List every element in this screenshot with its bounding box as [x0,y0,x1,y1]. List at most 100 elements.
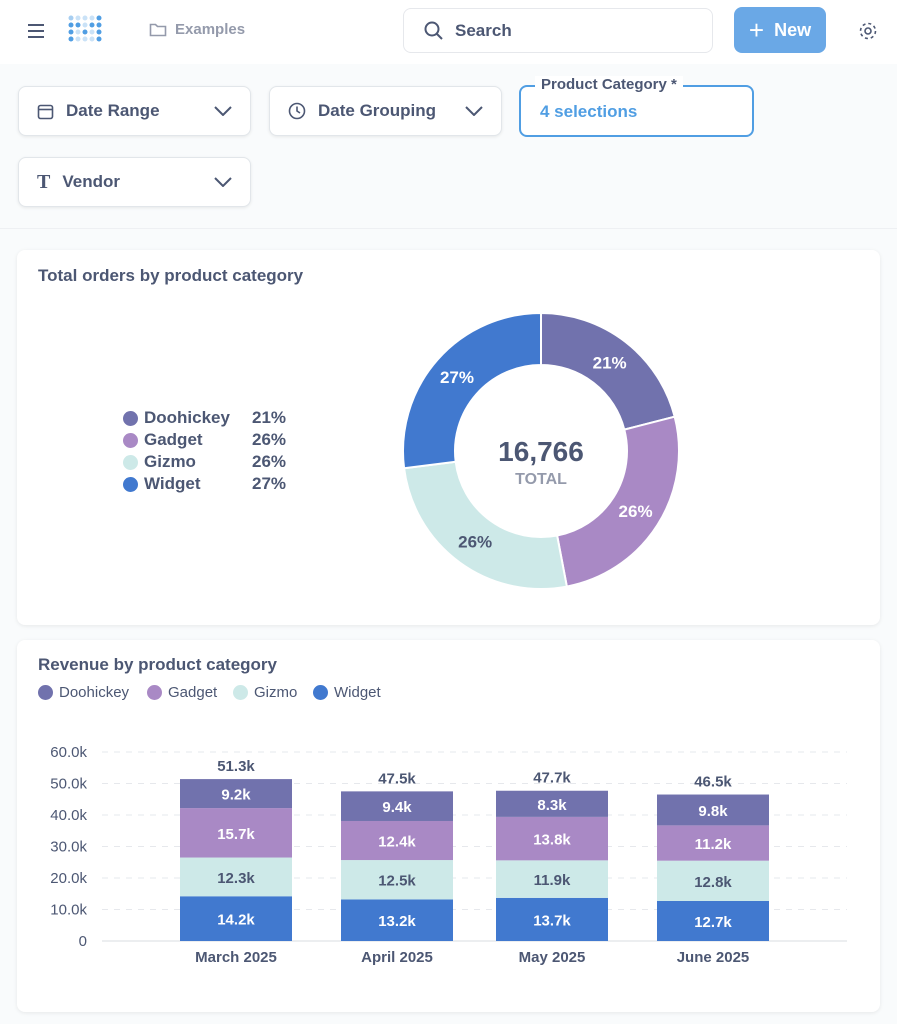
bar-value-label: 12.7k [694,914,732,931]
legend-dot [123,410,138,426]
bar-value-label: 15.7k [217,826,255,843]
bar-total-label: 47.5k [378,770,416,787]
bar-segment-widget[interactable] [180,896,292,941]
vendor-label: Vendor [62,172,120,191]
legend-item-gadget[interactable]: Gadget 26% [123,430,286,450]
bar-card: Revenue by product category Doohickey Gad… [17,640,880,1012]
folder-icon [149,23,167,37]
breadcrumb[interactable]: Examples [149,21,245,38]
legend-label: Gadget [144,430,203,449]
bar-segment-gizmo[interactable] [496,860,608,898]
donut-title[interactable]: Total orders by product category [38,266,304,285]
gear-icon[interactable] [858,21,878,41]
bar-segment-widget[interactable] [496,897,608,941]
new-button[interactable]: + New [734,7,826,53]
product-category-value: 4 selections [540,102,638,121]
date-grouping-filter[interactable]: Date Grouping [269,86,502,136]
legend-label: Widget [334,684,381,701]
legend-dot [313,685,328,700]
bar-segment-doohickey[interactable] [657,794,769,826]
bar-value-label: 13.7k [533,912,571,929]
logo-icon[interactable] [64,10,104,54]
search-button[interactable]: Search [403,8,713,53]
bar-segment-gadget[interactable] [657,825,769,861]
y-tick-label: 30.0k [50,839,87,856]
bar-value-label: 11.9k [534,872,571,889]
bar-value-label: 13.8k [533,832,571,849]
bar-segment-gizmo[interactable] [341,860,453,900]
donut-slice-label: 26% [458,533,492,552]
bar-value-label: 8.3k [537,797,567,814]
bar-value-label: 11.2k [695,836,732,853]
breadcrumb-examples: Examples [175,21,246,38]
legend-label: Doohickey [59,684,130,701]
donut-slice-gizmo[interactable] [402,460,569,590]
divider [0,228,897,229]
bar-segment-doohickey[interactable] [341,791,453,821]
date-range-filter[interactable]: Date Range [18,86,251,136]
bar-value-label: 14.2k [217,912,255,929]
legend-item-doohickey[interactable]: Doohickey 21% [123,408,286,428]
donut-total: 16,766 [498,436,584,467]
donut-slice-label: 27% [440,368,474,387]
chevron-down-icon [214,177,232,187]
bar-segment-widget[interactable] [657,900,769,941]
x-tick-label: April 2025 [361,949,433,966]
plus-icon: + [748,15,765,45]
bar-value-label: 9.2k [221,787,251,804]
donut-slice-widget[interactable] [402,311,542,470]
y-tick-label: 40.0k [50,807,87,824]
bar-value-label: 9.8k [698,803,728,820]
bar-segment-doohickey[interactable] [496,790,608,817]
donut-slice-label: 26% [619,502,653,521]
hamburger-menu-icon[interactable] [28,24,44,38]
legend-percent: 26% [252,430,287,449]
calendar-icon [37,104,54,119]
x-tick-label: March 2025 [195,949,277,966]
y-tick-label: 20.0k [50,870,87,887]
new-label: New [774,19,812,40]
vendor-filter[interactable]: T Vendor [18,157,251,207]
bar-segment-gadget[interactable] [496,816,608,861]
legend-item-widget[interactable]: Widget [313,684,381,701]
y-tick-label: 50.0k [50,776,87,793]
legend-percent: 27% [252,474,287,493]
bar-segment-gizmo[interactable] [657,860,769,901]
text-icon: T [37,170,51,193]
bar-value-label: 12.5k [378,873,416,890]
bar-total-label: 46.5k [694,774,732,791]
bar-segment-doohickey[interactable] [180,779,292,809]
legend-label: Gadget [168,684,218,701]
bar-segment-gizmo[interactable] [180,857,292,897]
donut-slice-gadget[interactable] [555,415,680,588]
bar-segment-widget[interactable] [341,899,453,941]
product-category-filter[interactable]: Product Category * 4 selections [519,76,754,137]
legend-label: Gizmo [254,684,298,701]
bar-title[interactable]: Revenue by product category [38,655,278,674]
search-label: Search [455,20,512,40]
top-nav: Examples Search + New [0,0,897,64]
legend-item-gizmo[interactable]: Gizmo 26% [123,452,286,472]
bar-value-label: 9.4k [382,799,412,816]
legend-item-widget[interactable]: Widget 27% [123,474,286,494]
bar-value-label: 12.8k [694,874,732,891]
bar-total-label: 51.3k [217,758,255,775]
legend-item-gadget[interactable]: Gadget [147,684,217,701]
legend-item-doohickey[interactable]: Doohickey [38,684,129,701]
y-tick-label: 0 [79,933,87,950]
search-icon [424,21,443,40]
legend-label: Doohickey [144,408,230,427]
bar-segment-gadget[interactable] [341,820,453,861]
legend-dot [147,685,162,700]
date-range-label: Date Range [66,101,160,120]
legend-dot [123,476,138,492]
legend-percent: 26% [252,452,287,471]
bar-segment-gadget[interactable] [180,808,292,858]
x-tick-label: June 2025 [677,949,750,966]
product-category-label: Product Category * [535,76,683,93]
legend-item-gizmo[interactable]: Gizmo [233,684,297,701]
donut-chart: 21% 26% 26% 27% 16,766 TOTAL [402,311,680,590]
date-grouping-label: Date Grouping [318,101,437,120]
clock-icon [288,102,306,120]
donut-slice-label: 21% [593,354,627,373]
